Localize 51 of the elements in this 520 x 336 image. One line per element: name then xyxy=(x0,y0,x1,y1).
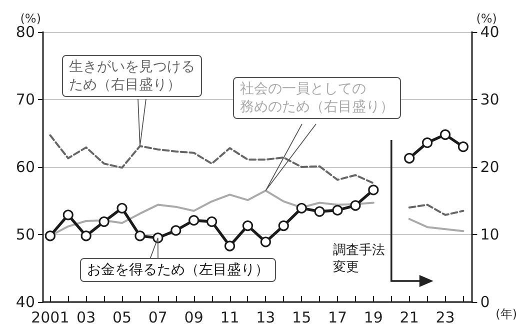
text: 生きがいを見つけるため（右目盛り） xyxy=(62,55,202,97)
point xyxy=(260,236,271,248)
point xyxy=(422,137,433,148)
point xyxy=(116,202,128,214)
point xyxy=(98,216,110,227)
y-tick-label: 70 xyxy=(16,90,35,108)
point xyxy=(440,129,451,140)
point xyxy=(134,230,146,242)
y-axis-title: (%) xyxy=(20,12,41,26)
point xyxy=(296,202,307,214)
point xyxy=(278,220,289,232)
annotation: 調査手法変更 xyxy=(333,242,385,276)
x-tick-label: 07 xyxy=(148,308,168,326)
x-tick-label: 2001 xyxy=(31,308,70,326)
series-label: お金を得るため（左目盛り） xyxy=(80,258,276,282)
x-tick-label: 05 xyxy=(112,308,132,326)
point xyxy=(314,206,325,217)
x-tick-label: 21 xyxy=(400,308,419,326)
point xyxy=(170,225,182,236)
x-axis-title: (年) xyxy=(496,307,518,321)
point xyxy=(368,184,379,196)
point xyxy=(62,210,74,220)
x-tick-label: 19 xyxy=(364,308,383,326)
point xyxy=(242,220,254,232)
y2-tick-label: 30 xyxy=(480,90,500,108)
x-tick-label: 23 xyxy=(436,308,455,326)
y2-tick-label: 0 xyxy=(480,293,490,311)
x-tick-label: 11 xyxy=(220,308,240,326)
x-tick-label: 13 xyxy=(256,308,276,326)
x-tick-label: 15 xyxy=(292,308,312,326)
point xyxy=(206,216,218,227)
point xyxy=(332,204,343,216)
text: 社会の一員としての務めのため（右目盛り） xyxy=(233,77,401,119)
point xyxy=(350,200,361,211)
y2-tick-label: 40 xyxy=(480,23,500,41)
y-tick-label: 50 xyxy=(16,226,35,244)
point xyxy=(224,240,236,252)
point xyxy=(44,230,56,242)
x-tick-label: 17 xyxy=(328,308,348,326)
point xyxy=(188,215,200,226)
y2-tick-label: 20 xyxy=(480,158,500,176)
y-tick-label: 80 xyxy=(16,23,35,41)
point xyxy=(404,152,415,164)
y2-tick-label: 10 xyxy=(480,226,500,244)
x-tick-label: 03 xyxy=(76,308,96,326)
point xyxy=(80,230,92,242)
point xyxy=(458,141,469,152)
y-tick-label: 60 xyxy=(16,158,35,176)
y-tick-label: 40 xyxy=(16,293,35,311)
y2-axis-title: (%) xyxy=(476,12,497,26)
x-tick-label: 09 xyxy=(184,308,204,326)
